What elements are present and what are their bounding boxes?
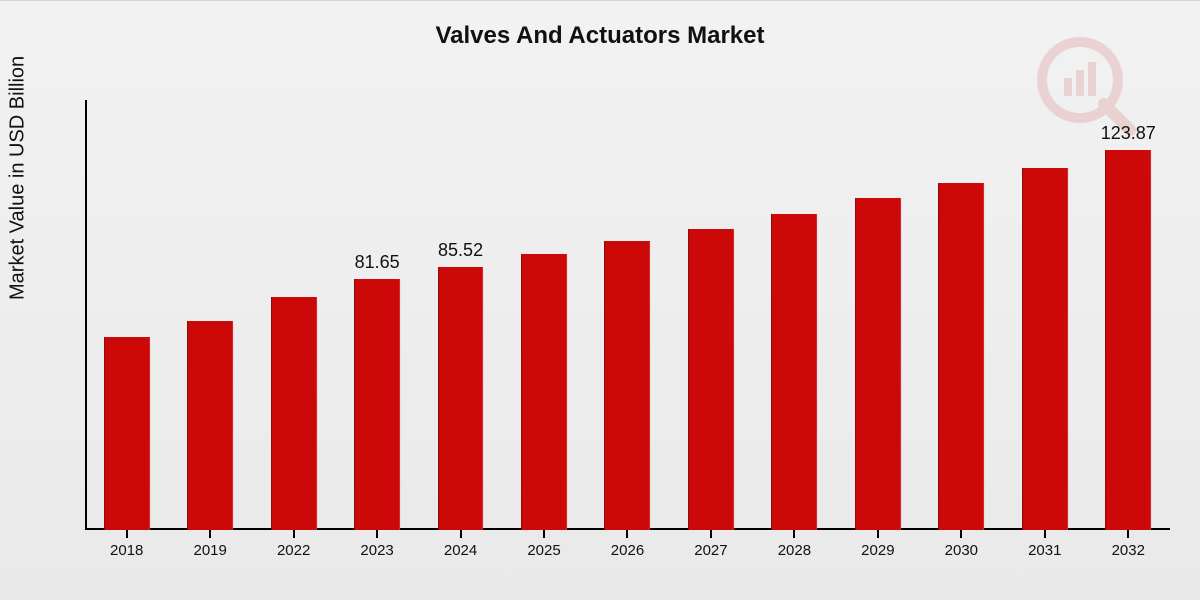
x-tick-label: 2022 bbox=[277, 542, 310, 559]
chart-container: Valves And Actuators Market Market Value… bbox=[0, 0, 1200, 600]
bar-slot: 2028 bbox=[753, 100, 836, 530]
bar bbox=[521, 254, 567, 530]
bar-slot: 2027 bbox=[669, 100, 752, 530]
x-tick-label: 2026 bbox=[611, 542, 644, 559]
bar-slot: 2026 bbox=[586, 100, 669, 530]
x-tick bbox=[1044, 530, 1046, 538]
x-tick bbox=[376, 530, 378, 538]
x-tick-label: 2030 bbox=[945, 542, 978, 559]
x-tick bbox=[209, 530, 211, 538]
bar bbox=[1022, 168, 1068, 530]
x-tick-label: 2023 bbox=[360, 542, 393, 559]
bar-slot: 2019 bbox=[168, 100, 251, 530]
bar-value-label: 123.87 bbox=[1101, 123, 1156, 144]
bar-slot: 2030 bbox=[920, 100, 1003, 530]
plot-area: 20182019202281.65202385.5220242025202620… bbox=[85, 100, 1170, 530]
x-tick bbox=[460, 530, 462, 538]
bar-value-label: 85.52 bbox=[438, 240, 483, 261]
x-tick-label: 2029 bbox=[861, 542, 894, 559]
x-tick-label: 2031 bbox=[1028, 542, 1061, 559]
bar bbox=[1105, 150, 1151, 530]
x-tick bbox=[877, 530, 879, 538]
x-tick-label: 2025 bbox=[527, 542, 560, 559]
bar bbox=[605, 241, 651, 530]
bar-slot: 81.652023 bbox=[335, 100, 418, 530]
x-tick-label: 2024 bbox=[444, 542, 477, 559]
x-tick bbox=[793, 530, 795, 538]
x-tick-label: 2032 bbox=[1112, 542, 1145, 559]
x-tick bbox=[960, 530, 962, 538]
x-tick bbox=[126, 530, 128, 538]
bar bbox=[855, 198, 901, 530]
bar-slot: 2018 bbox=[85, 100, 168, 530]
x-tick bbox=[293, 530, 295, 538]
bar-slot: 2031 bbox=[1003, 100, 1086, 530]
x-tick-label: 2028 bbox=[778, 542, 811, 559]
bar bbox=[771, 214, 817, 530]
bar bbox=[187, 321, 233, 530]
bar bbox=[354, 279, 400, 530]
y-axis-label: Market Value in USD Billion bbox=[7, 56, 30, 300]
x-tick-label: 2019 bbox=[193, 542, 226, 559]
x-tick-label: 2018 bbox=[110, 542, 143, 559]
bar bbox=[938, 183, 984, 530]
bars-group: 20182019202281.65202385.5220242025202620… bbox=[85, 100, 1170, 530]
x-tick-label: 2027 bbox=[694, 542, 727, 559]
bar-slot: 123.872032 bbox=[1087, 100, 1170, 530]
frame-top-border bbox=[0, 0, 1200, 1]
bar-slot: 85.522024 bbox=[419, 100, 502, 530]
bar bbox=[104, 337, 150, 531]
bar-slot: 2025 bbox=[502, 100, 585, 530]
bar-value-label: 81.65 bbox=[355, 252, 400, 273]
bar-slot: 2022 bbox=[252, 100, 335, 530]
x-tick bbox=[626, 530, 628, 538]
bar bbox=[271, 297, 317, 530]
chart-title: Valves And Actuators Market bbox=[0, 22, 1200, 50]
x-tick bbox=[543, 530, 545, 538]
bar bbox=[438, 267, 484, 530]
bar bbox=[688, 229, 734, 530]
bar-slot: 2029 bbox=[836, 100, 919, 530]
x-tick bbox=[1127, 530, 1129, 538]
x-tick bbox=[710, 530, 712, 538]
